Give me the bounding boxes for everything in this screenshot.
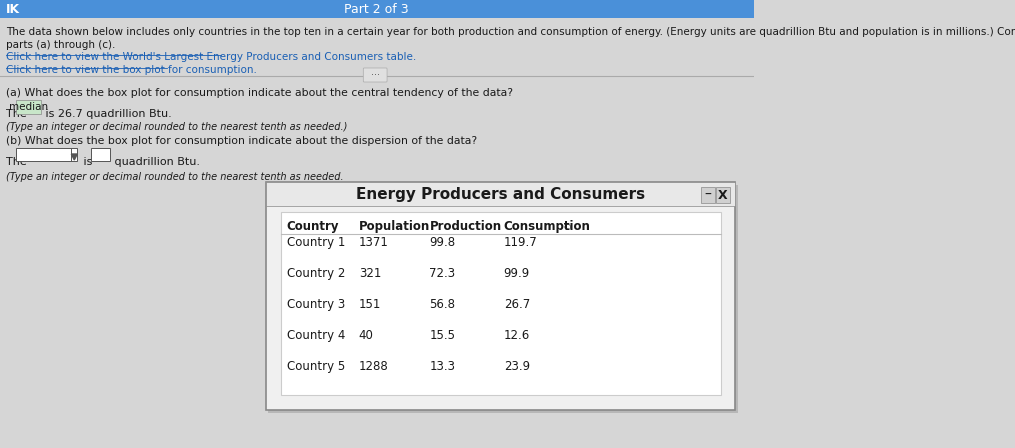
Text: Country 3: Country 3 xyxy=(287,297,345,310)
Text: (Type an integer or decimal rounded to the nearest tenth as needed.: (Type an integer or decimal rounded to t… xyxy=(6,172,343,182)
Text: X: X xyxy=(718,189,728,202)
FancyBboxPatch shape xyxy=(701,187,715,203)
Text: 321: 321 xyxy=(359,267,382,280)
Text: The: The xyxy=(6,109,30,119)
Text: 99.9: 99.9 xyxy=(503,267,530,280)
Text: Country 5: Country 5 xyxy=(287,359,345,372)
Text: median: median xyxy=(9,102,48,112)
Text: Population: Population xyxy=(359,220,430,233)
Text: (a) What does the box plot for consumption indicate about the central tendency o: (a) What does the box plot for consumpti… xyxy=(6,88,513,98)
Text: Click here to view the box plot for consumption.: Click here to view the box plot for cons… xyxy=(6,65,257,75)
Text: quadrillion Btu.: quadrillion Btu. xyxy=(112,157,200,167)
Text: IK: IK xyxy=(6,3,20,16)
FancyBboxPatch shape xyxy=(0,18,754,448)
Text: is 26.7 quadrillion Btu.: is 26.7 quadrillion Btu. xyxy=(42,109,172,119)
Text: Country: Country xyxy=(287,220,339,233)
FancyBboxPatch shape xyxy=(281,212,721,395)
Text: 1371: 1371 xyxy=(359,236,389,249)
FancyBboxPatch shape xyxy=(90,148,110,161)
FancyBboxPatch shape xyxy=(363,68,387,82)
Text: The data shown below includes only countries in the top ten in a certain year fo: The data shown below includes only count… xyxy=(6,27,1015,37)
Text: –: – xyxy=(704,188,712,202)
Text: 151: 151 xyxy=(359,297,382,310)
Text: ○: ○ xyxy=(563,221,570,231)
Text: Country 1: Country 1 xyxy=(287,236,345,249)
Text: The: The xyxy=(6,157,30,167)
FancyBboxPatch shape xyxy=(266,182,736,410)
Text: 56.8: 56.8 xyxy=(429,297,456,310)
Polygon shape xyxy=(71,154,77,160)
Text: 13.3: 13.3 xyxy=(429,359,456,372)
Text: 12.6: 12.6 xyxy=(503,328,530,341)
Text: Consumption: Consumption xyxy=(503,220,591,233)
Text: Country 4: Country 4 xyxy=(287,328,345,341)
Text: Part 2 of 3: Part 2 of 3 xyxy=(344,3,409,16)
Text: 40: 40 xyxy=(359,328,374,341)
Text: 15.5: 15.5 xyxy=(429,328,456,341)
Text: 1288: 1288 xyxy=(359,359,389,372)
FancyBboxPatch shape xyxy=(268,185,738,413)
Text: Click here to view the World's Largest Energy Producers and Consumers table.: Click here to view the World's Largest E… xyxy=(6,52,416,62)
FancyBboxPatch shape xyxy=(16,148,77,161)
FancyBboxPatch shape xyxy=(15,100,41,114)
FancyBboxPatch shape xyxy=(0,0,754,18)
Text: is: is xyxy=(80,157,96,167)
FancyBboxPatch shape xyxy=(266,182,736,206)
Text: 26.7: 26.7 xyxy=(503,297,530,310)
Text: 72.3: 72.3 xyxy=(429,267,456,280)
Text: 99.8: 99.8 xyxy=(429,236,456,249)
Text: ···: ··· xyxy=(370,70,380,80)
Text: (Type an integer or decimal rounded to the nearest tenth as needed.): (Type an integer or decimal rounded to t… xyxy=(6,122,347,132)
Text: parts (a) through (c).: parts (a) through (c). xyxy=(6,40,116,50)
Text: 119.7: 119.7 xyxy=(503,236,537,249)
Text: 23.9: 23.9 xyxy=(503,359,530,372)
Text: Country 2: Country 2 xyxy=(287,267,345,280)
Text: Energy Producers and Consumers: Energy Producers and Consumers xyxy=(356,186,646,202)
FancyBboxPatch shape xyxy=(717,187,730,203)
Text: Production: Production xyxy=(429,220,501,233)
Text: (b) What does the box plot for consumption indicate about the dispersion of the : (b) What does the box plot for consumpti… xyxy=(6,136,477,146)
